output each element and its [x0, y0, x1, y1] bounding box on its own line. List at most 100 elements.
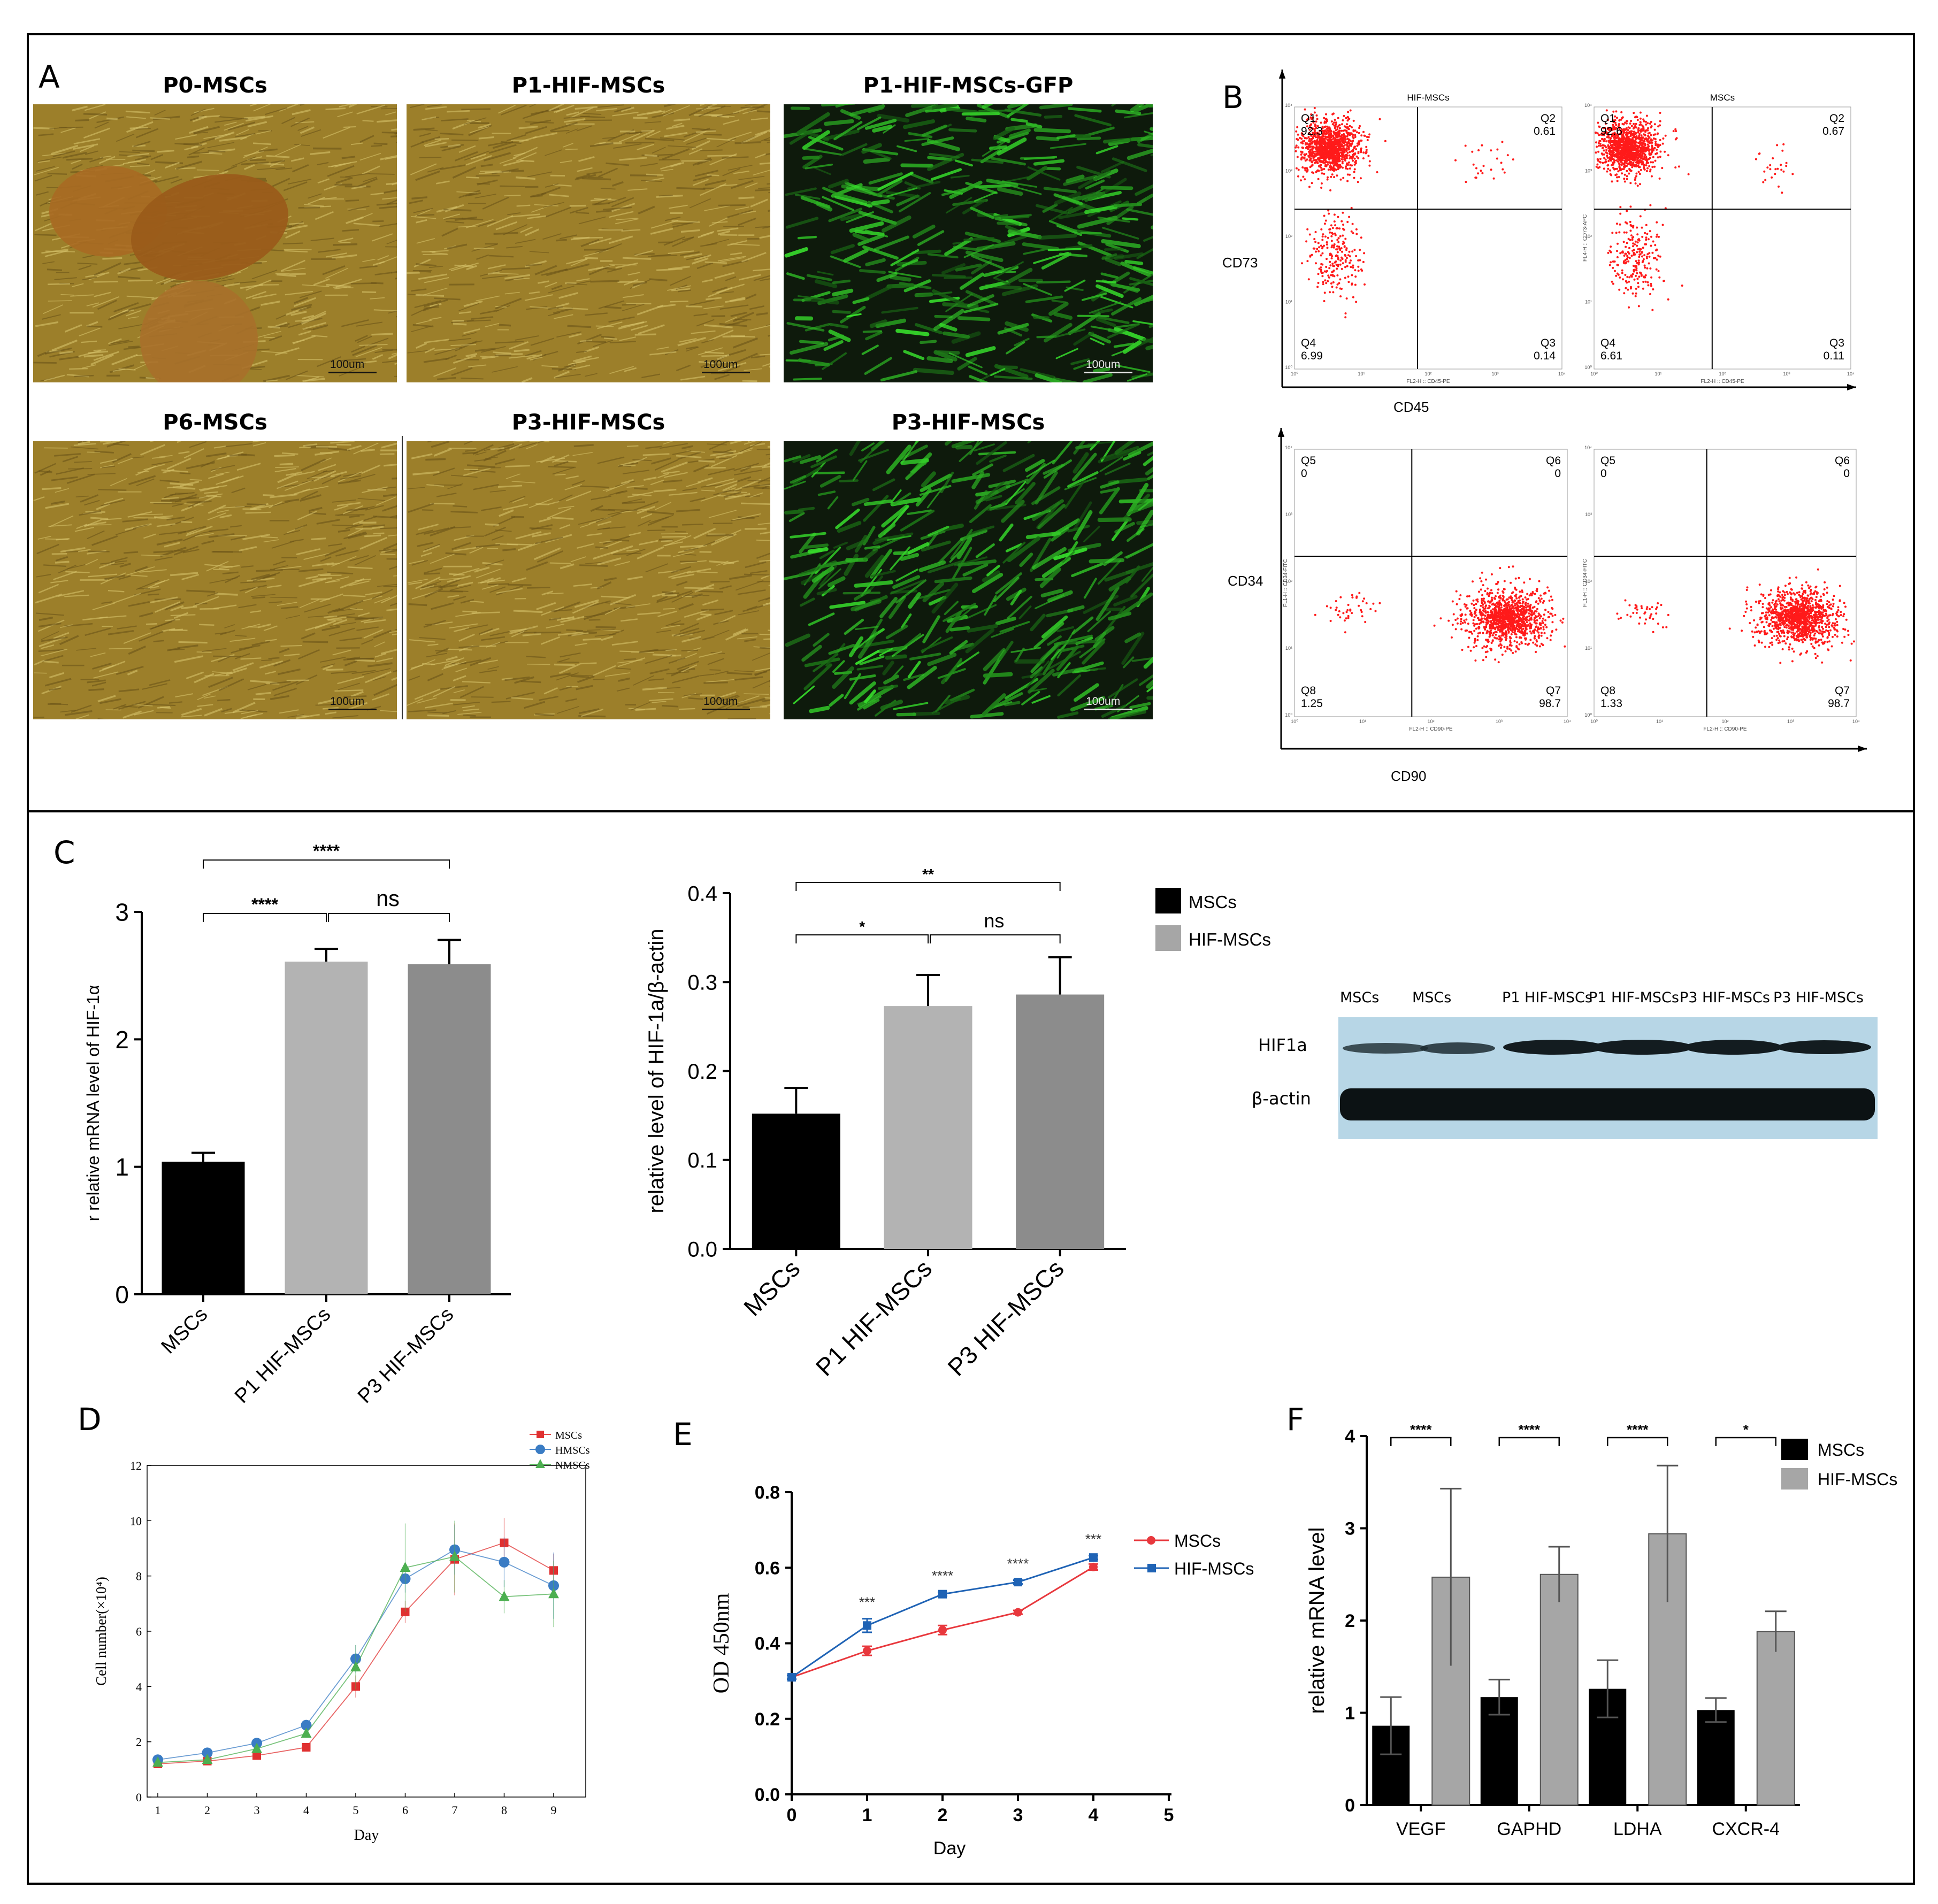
cell-texture — [33, 104, 397, 382]
wb-lane-label: MSCs — [1412, 989, 1452, 1006]
marker-circle — [863, 1646, 871, 1655]
panel-letter-d: D — [78, 1401, 102, 1438]
y-tick-label: 3 — [1345, 1519, 1355, 1539]
fluorescence-micrograph: 100um — [784, 104, 1153, 382]
scale-bar — [328, 709, 377, 710]
marker-triangle — [350, 1661, 361, 1672]
legend-swatch — [1155, 925, 1181, 951]
x-tick-label: 2 — [204, 1803, 210, 1817]
fluorescence-micrograph: 100um — [784, 441, 1153, 719]
flow-tick-y: 10⁴ — [1584, 103, 1592, 108]
flow-quadrant-name: Q6 — [1835, 455, 1850, 467]
series-HIF-MSCs — [787, 1553, 1098, 1682]
y-tick-label: 6 — [136, 1625, 142, 1638]
series-MSCs — [154, 1518, 558, 1768]
x-tick-label: 1 — [862, 1805, 872, 1825]
y-tick-label: 0.4 — [755, 1634, 780, 1654]
legend-swatch — [1781, 1468, 1808, 1490]
legend-swatch — [1781, 1439, 1808, 1460]
y-tick-label: 0 — [1345, 1795, 1355, 1816]
flow-quadrant-value: 0 — [1600, 467, 1607, 480]
flow-plot-ylabel: FL4-H :: CD73-APC — [1582, 214, 1588, 262]
bar — [408, 964, 491, 1294]
flow-tick-y: 10¹ — [1285, 646, 1292, 651]
brightfield-micrograph: 100um — [407, 441, 770, 719]
significance-label: *** — [1085, 1531, 1101, 1547]
x-tick-label: 1 — [155, 1803, 161, 1817]
flow-plot-frame — [1294, 449, 1568, 717]
scale-bar — [328, 372, 377, 373]
legend-label: NMSCs — [555, 1460, 590, 1471]
flow-quadrant-value: 0 — [1301, 467, 1307, 480]
y-axis-label: OD 450nm — [709, 1593, 734, 1693]
flow-tick-x: 10² — [1424, 371, 1431, 377]
flow-tick-x: 10² — [1721, 719, 1728, 724]
flow-tick-x: 10⁴ — [1558, 371, 1566, 377]
flow-tick-x: 10³ — [1496, 719, 1503, 724]
marker-circle — [499, 1556, 510, 1568]
flow-tick-y: 10² — [1585, 234, 1592, 239]
figure-frame-right — [1913, 33, 1915, 1885]
y-tick-label: 1 — [115, 1153, 129, 1181]
x-tick-label: 9 — [551, 1803, 557, 1817]
micrograph-title: P1-HIF-MSCs-GFP — [863, 73, 1074, 98]
flow-quadrant-value: 0.61 — [1534, 125, 1556, 137]
brightfield-micrograph: 100um — [33, 104, 397, 382]
flow-tick-y: 10³ — [1285, 512, 1292, 517]
flow-quadrant-value: 98.7 — [1539, 697, 1561, 710]
panel-letter-a: A — [39, 59, 60, 95]
series-NMSCs — [152, 1521, 559, 1767]
flow-quadrant-name: Q8 — [1600, 685, 1615, 697]
flow-axis-label-cd34: CD34 — [1228, 573, 1263, 589]
legend-label: HIF-MSCs — [1174, 1559, 1254, 1578]
y-tick-label: 0.2 — [755, 1709, 780, 1730]
x-tick-label: 2 — [938, 1805, 948, 1825]
flow-tick-y: 10¹ — [1285, 300, 1292, 305]
panel-letter-f: F — [1286, 1401, 1305, 1438]
y-axis-label: r relative mRNA level of HIF-1α — [83, 985, 103, 1222]
flow-quadrant-name: Q7 — [1835, 685, 1850, 697]
wb-lane-label: P1 HIF-MSCs — [1502, 989, 1592, 1006]
significance-bracket — [203, 859, 450, 869]
flow-plot-title: HIF-MSCs — [1407, 93, 1449, 103]
micrograph-title: P3-HIF-MSCs — [511, 410, 665, 435]
x-tick-label: 5 — [353, 1803, 359, 1817]
cell-texture — [33, 441, 397, 719]
flow-tick-x: 10¹ — [1656, 719, 1663, 724]
legend-label: HIF-MSCs — [1818, 1470, 1897, 1489]
y-tick-label: 10 — [130, 1514, 142, 1527]
significance-label: * — [859, 918, 865, 935]
flow-tick-y: 10³ — [1585, 512, 1592, 517]
significance-bracket — [1607, 1437, 1668, 1446]
y-tick-label: 0.0 — [687, 1238, 717, 1261]
bar — [1756, 1631, 1795, 1806]
marker-circle — [301, 1719, 312, 1731]
flow-tick-x: 10³ — [1783, 371, 1790, 377]
wb-lane-label: MSCs — [1340, 989, 1380, 1006]
y-tick-label: 0.8 — [755, 1483, 780, 1503]
x-axis-label: Day — [354, 1827, 379, 1844]
flow-tick-y: 10³ — [1285, 168, 1292, 174]
cell-texture — [407, 104, 770, 382]
flow-plot-xlabel: FL2-H :: CD45-PE — [1700, 379, 1744, 385]
figure-frame-middle — [27, 810, 1915, 812]
cell-texture — [784, 104, 1153, 382]
figure-frame-top — [27, 33, 1915, 35]
flow-tick-x: 10⁴ — [1852, 719, 1860, 724]
significance-label: ns — [984, 910, 1004, 932]
x-tick-label: 8 — [501, 1803, 507, 1817]
marker-triangle — [251, 1742, 262, 1753]
y-tick-label: 0.6 — [755, 1558, 780, 1578]
flow-quadrant-name: Q1 — [1301, 112, 1316, 125]
significance-bracket — [1390, 1437, 1452, 1446]
flow-quadrant-name: Q5 — [1600, 455, 1615, 467]
significance-bracket — [795, 934, 929, 943]
legend-label: MSCs — [1189, 892, 1237, 912]
panel-letter-b: B — [1222, 79, 1244, 116]
wb-lane-label: P3 HIF-MSCs — [1680, 989, 1770, 1006]
y-tick-label: 1 — [1345, 1703, 1355, 1724]
significance-label: **** — [251, 895, 279, 914]
bar — [1016, 994, 1105, 1249]
